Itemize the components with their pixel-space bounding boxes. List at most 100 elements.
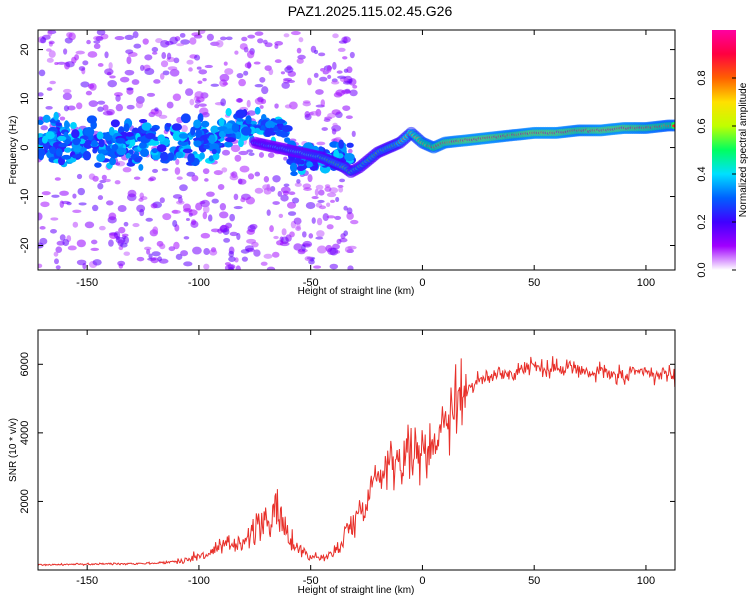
spectrogram-noise-blob xyxy=(311,217,316,224)
spectrogram-cloud-blob xyxy=(83,126,95,137)
spectrogram-cloud-blob xyxy=(193,140,202,147)
spectrogram-noise-blob xyxy=(264,42,273,48)
spectrogram-noise-blob xyxy=(343,205,348,211)
spectrogram-noise-blob xyxy=(175,253,183,260)
spectrogram-cloud-blob xyxy=(211,148,217,155)
spectrogram-noise-blob xyxy=(244,62,252,69)
spectrogram-noise-blob xyxy=(249,223,258,230)
spectrogram-cloud-blob xyxy=(296,165,305,172)
spectrogram-cloud-blob xyxy=(64,147,72,153)
spectrogram-noise-blob xyxy=(296,47,302,54)
spectrogram-noise-blob xyxy=(329,247,339,256)
spectrogram-noise-blob xyxy=(221,167,228,173)
spectrogram-noise-blob xyxy=(114,92,123,97)
spectrogram-noise-blob xyxy=(283,183,290,187)
spectrogram-noise-blob xyxy=(172,220,178,228)
colorbar-tick-label: 0.0 xyxy=(696,262,708,277)
spectrogram-noise-blob xyxy=(311,195,319,200)
spectrogram-cloud-blob xyxy=(148,139,160,146)
spectrogram-noise-blob xyxy=(114,36,125,41)
spectrogram-noise-blob xyxy=(219,224,228,233)
spectrogram-noise-blob xyxy=(115,94,121,102)
spectrogram-noise-blob xyxy=(263,175,270,183)
spectrogram-noise-blob xyxy=(287,211,297,216)
spectrogram-noise-blob xyxy=(336,70,343,74)
spectrogram-noise-blob xyxy=(82,60,89,66)
spectrogram-x-tick-label: 0 xyxy=(419,277,425,289)
spectrogram-noise-blob xyxy=(342,80,352,85)
spectrogram-cloud-blob xyxy=(172,131,183,142)
spectrogram-noise-blob xyxy=(125,49,134,54)
spectrogram-noise-blob xyxy=(284,104,292,109)
spectrogram-noise-blob xyxy=(59,116,66,121)
spectrogram-noise-blob xyxy=(77,187,86,196)
spectrogram-noise-blob xyxy=(109,75,116,79)
spectrogram-noise-blob xyxy=(76,173,83,180)
spectrogram-noise-blob xyxy=(152,226,159,235)
snr-x-tick-label: 0 xyxy=(419,575,425,587)
spectrogram-cloud-blob xyxy=(290,171,298,177)
spectrogram-noise-blob xyxy=(261,86,269,95)
spectrogram-cloud-blob xyxy=(98,139,105,148)
spectrogram-noise-blob xyxy=(40,37,47,44)
spectrogram-noise-blob xyxy=(78,66,86,71)
spectrogram-noise-blob xyxy=(352,84,358,89)
spectrogram-noise-blob xyxy=(281,81,290,89)
spectrogram-noise-blob xyxy=(203,248,210,255)
spectrogram-noise-blob xyxy=(113,231,121,239)
spectrogram-noise-blob xyxy=(316,245,327,254)
spectrogram-noise-blob xyxy=(229,231,238,237)
spectrogram-noise-blob xyxy=(117,260,126,267)
spectrogram-noise-blob xyxy=(189,98,195,106)
spectrogram-cloud-blob xyxy=(235,109,246,119)
spectrogram-noise-blob xyxy=(205,191,215,197)
spectrogram-cloud-blob xyxy=(109,157,116,166)
spectrogram-noise-blob xyxy=(209,249,218,256)
spectrogram-noise-blob xyxy=(349,89,358,97)
spectrogram-noise-blob xyxy=(38,263,43,269)
spectrogram-noise-blob xyxy=(246,149,254,153)
spectrogram-noise-blob xyxy=(318,52,326,57)
spectrogram-cloud-blob xyxy=(97,149,109,154)
spectrogram-noise-blob xyxy=(304,110,310,118)
spectrogram-noise-blob xyxy=(161,52,167,59)
spectrogram-noise-blob xyxy=(115,103,124,112)
spectrogram-noise-blob xyxy=(211,198,219,204)
spectrogram-noise-blob xyxy=(150,257,159,264)
spectrogram-noise-blob xyxy=(287,79,296,83)
spectrogram-noise-blob xyxy=(315,184,324,190)
spectrogram-noise-blob xyxy=(283,156,288,161)
spectrogram-x-tick-label: 50 xyxy=(528,277,540,289)
spectrogram-noise-blob xyxy=(207,214,213,222)
spectrogram-noise-blob xyxy=(176,43,185,47)
spectrogram-noise-blob xyxy=(96,30,106,36)
spectrogram-noise-blob xyxy=(93,43,101,50)
spectrogram-noise-blob xyxy=(139,64,145,72)
spectrogram-noise-blob xyxy=(342,105,351,111)
spectrogram-cloud-blob xyxy=(264,128,272,138)
spectrogram-cloud-blob xyxy=(55,148,63,157)
spectrogram-noise-blob xyxy=(138,236,144,242)
spectrogram-cloud-blob xyxy=(276,130,288,136)
spectrogram-noise-blob xyxy=(286,201,297,209)
spectrogram-cloud-blob xyxy=(231,123,240,133)
spectrogram-noise-blob xyxy=(62,238,70,247)
chart-title: PAZ1.2025.115.02.45.G26 xyxy=(288,3,453,19)
spectrogram-noise-blob xyxy=(262,184,270,191)
spectrogram-noise-blob xyxy=(175,158,180,165)
spectrogram-y-axis-label: Frequency (Hz) xyxy=(8,116,19,185)
spectrogram-noise-blob xyxy=(50,228,57,234)
spectrogram-noise-blob xyxy=(55,265,61,270)
spectrogram-noise-blob xyxy=(199,200,206,205)
spectrogram-noise-blob xyxy=(40,125,48,131)
spectrogram-noise-blob xyxy=(289,231,295,238)
spectrogram-noise-blob xyxy=(38,212,43,221)
spectrogram-noise-blob xyxy=(313,265,322,269)
spectrogram-noise-blob xyxy=(238,178,247,185)
spectrogram-noise-blob xyxy=(274,103,279,109)
spectrogram-noise-blob xyxy=(158,258,169,264)
spectrogram-noise-blob xyxy=(341,89,351,95)
spectrogram-noise-blob xyxy=(346,66,353,74)
spectrogram-cloud-blob xyxy=(125,132,134,137)
